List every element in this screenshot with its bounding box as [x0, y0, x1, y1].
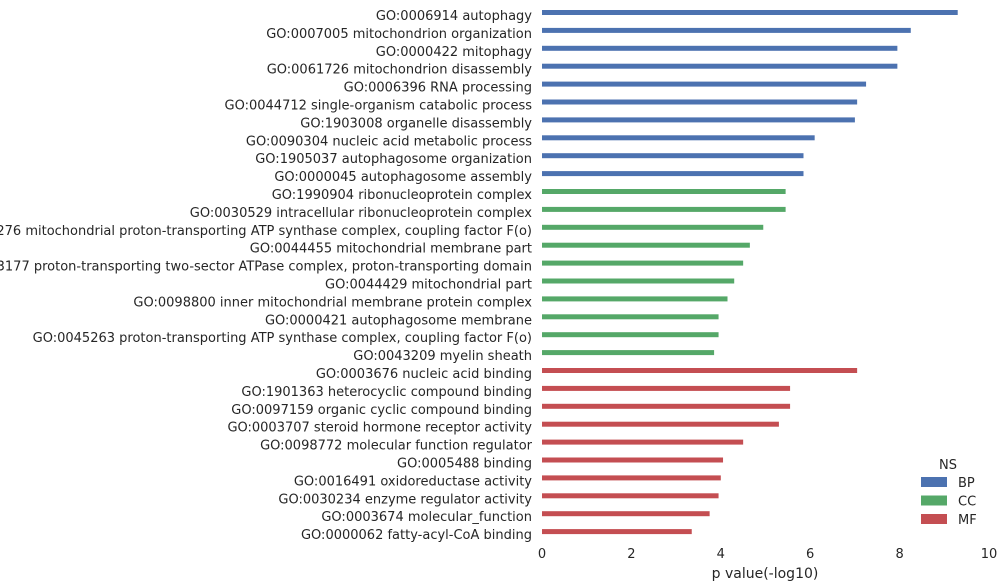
bar-bp — [542, 99, 858, 105]
bar-cc — [542, 189, 786, 194]
bar-bp — [542, 81, 867, 87]
legend-title: NS — [939, 458, 957, 473]
bar-bp — [542, 27, 911, 33]
category-label: GO:0030529 intracellular ribonucleoprote… — [190, 206, 533, 221]
category-label: GO:0000062 fatty-acyl-CoA binding — [301, 528, 532, 543]
bar-mf — [542, 368, 858, 373]
bar-mf — [542, 403, 791, 409]
bar-cc — [542, 332, 719, 338]
category-label: GO:0000421 autophagosome membrane — [265, 313, 532, 328]
x-tick-label: 8 — [895, 547, 903, 562]
category-label: GO:0030234 enzyme regulator activity — [278, 492, 532, 507]
category-label: GO:0006396 RNA processing — [344, 81, 532, 96]
category-labels: GO:0006914 autophagy GO:0007005 mitochond… — [0, 9, 533, 543]
category-label: GO:0005488 binding — [397, 457, 532, 472]
bar-mf — [542, 457, 724, 463]
category-label: GO:0016491 oxidoreductase activity — [294, 474, 532, 489]
x-tick-label: 2 — [627, 547, 635, 562]
legend-label-cc: CC — [958, 495, 976, 510]
category-label: GO:0000276 mitochondrial proton-transpor… — [0, 224, 532, 239]
x-tick-label: 10 — [981, 547, 998, 562]
bar-cc — [542, 296, 728, 302]
bar-cc — [542, 350, 715, 356]
bar-bp — [542, 117, 855, 123]
bar-bp — [542, 135, 815, 141]
legend-swatch-mf — [921, 514, 947, 524]
bar-cc — [542, 260, 744, 266]
bar-bp — [542, 153, 804, 159]
bar-cc — [542, 224, 764, 230]
category-label: GO:0098800 inner mitochondrial membrane … — [133, 295, 532, 310]
category-label: GO:1903008 organelle disassembly — [300, 116, 532, 131]
legend-swatch-cc — [921, 495, 947, 506]
bars-layer — [542, 10, 958, 535]
category-label: GO:0098772 molecular function regulator — [260, 439, 533, 454]
bar-bp — [542, 63, 898, 69]
category-label: GO:0000422 mitophagy — [376, 45, 533, 60]
category-label: GO:0044712 single-organism catabolic pro… — [225, 99, 533, 114]
bar-cc — [542, 242, 750, 248]
x-tick-label: 6 — [806, 547, 814, 562]
bar-cc — [542, 278, 735, 284]
category-label: GO:1905037 autophagosome organization — [255, 152, 532, 167]
bar-cc — [542, 206, 786, 212]
legend-swatch-bp — [921, 477, 947, 487]
bar-mf — [542, 493, 719, 499]
category-label: GO:1990904 ribonucleoprotein complex — [272, 188, 533, 203]
bar-mf — [542, 385, 791, 391]
category-label: GO:0045263 proton-transporting ATP synth… — [33, 331, 532, 346]
legend-label-mf: MF — [958, 513, 977, 528]
category-label: GO:0003707 steroid hormone receptor acti… — [227, 421, 532, 436]
bar-mf — [542, 475, 721, 481]
bar-mf — [542, 511, 710, 517]
category-label: GO:0044455 mitochondrial membrane part — [250, 242, 532, 257]
bar-mf — [542, 529, 692, 535]
bar-cc — [542, 314, 719, 320]
x-axis-ticks: 0 2 4 6 8 10 — [538, 547, 997, 562]
bar-bp — [542, 10, 958, 15]
category-label: GO:0043209 myelin sheath — [353, 349, 532, 364]
category-label: GO:0033177 proton-transporting two-secto… — [0, 260, 532, 275]
bar-bp — [542, 171, 804, 177]
category-label: GO:0090304 nucleic acid metabolic proces… — [246, 134, 532, 149]
category-label: GO:0003676 nucleic acid binding — [316, 367, 532, 382]
category-label: GO:0000045 autophagosome assembly — [274, 170, 532, 185]
category-label: GO:0097159 organic cyclic compound bindi… — [231, 403, 532, 418]
category-label: GO:0006914 autophagy — [376, 9, 532, 24]
x-axis-title: p value(-log10) — [712, 566, 819, 582]
bar-bp — [542, 45, 898, 51]
category-label: GO:0007005 mitochondrion organization — [266, 27, 532, 42]
bar-mf — [542, 421, 779, 427]
category-label: GO:0003674 molecular_function — [321, 510, 532, 525]
x-tick-label: 4 — [717, 547, 725, 562]
legend-label-bp: BP — [958, 476, 975, 491]
category-label: GO:0061726 mitochondrion disassembly — [267, 63, 533, 78]
category-label: GO:1901363 heterocyclic compound binding — [241, 385, 532, 400]
bar-mf — [542, 439, 744, 445]
x-tick-label: 0 — [538, 547, 546, 562]
category-label: GO:0044429 mitochondrial part — [325, 278, 532, 293]
